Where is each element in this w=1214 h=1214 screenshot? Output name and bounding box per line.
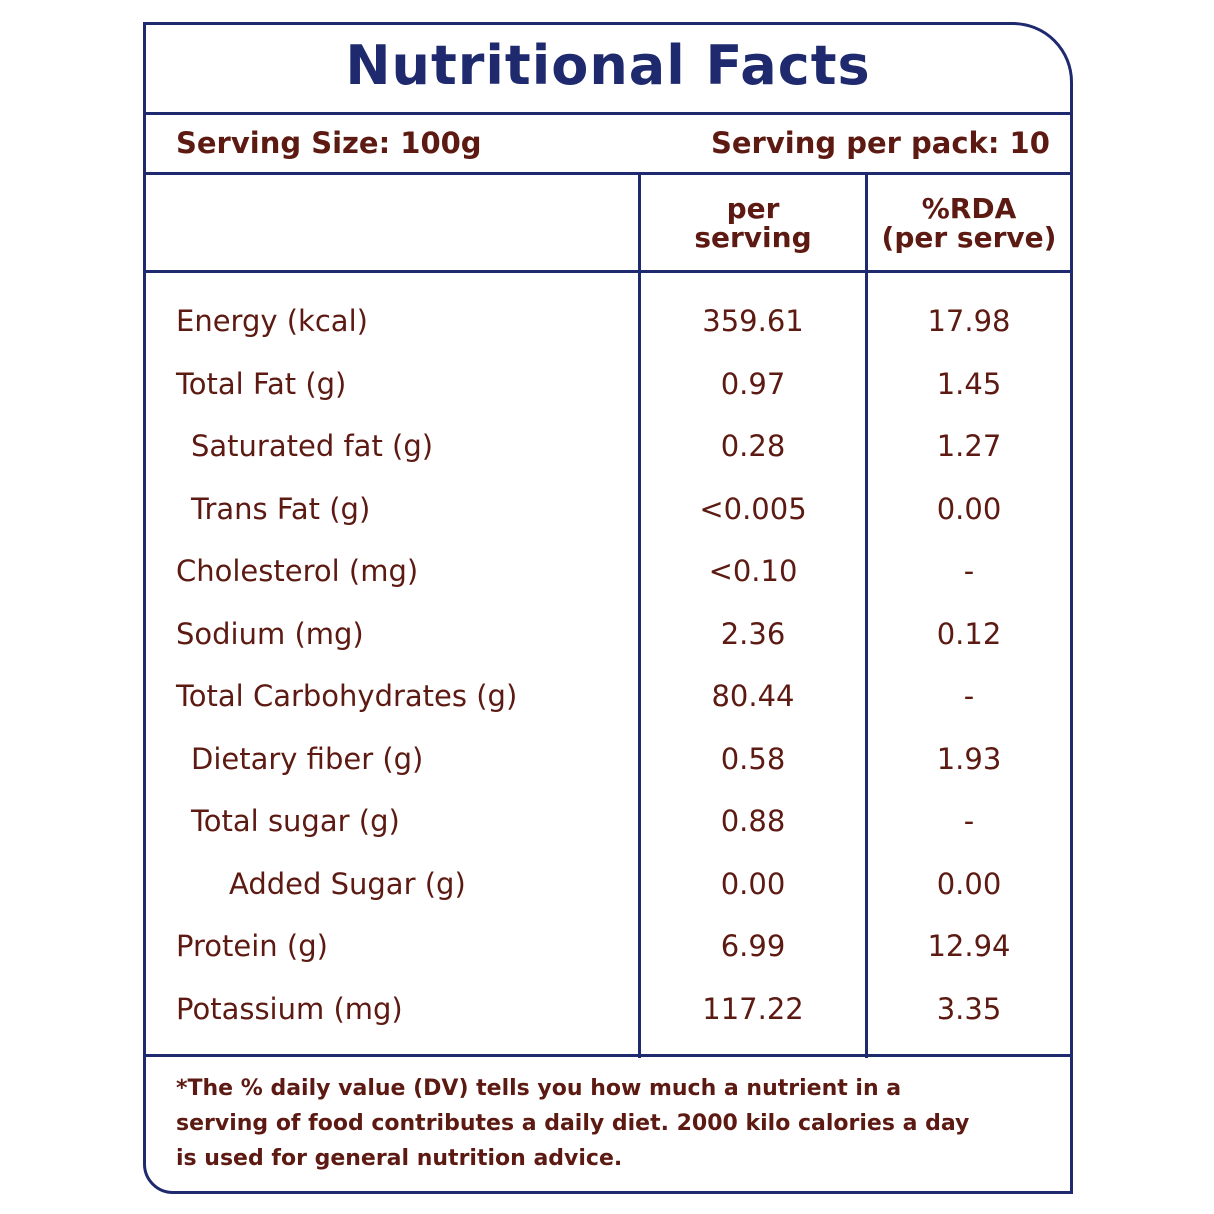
nutrient-name: Sodium (mg) [176,616,364,651]
table-row: Trans Fat (g) <0.005 0.00 [0,492,1214,532]
header-text: serving [694,221,812,254]
per-serving-value: 359.61 [702,304,804,338]
nutrient-name: Added Sugar (g) [229,866,466,901]
per-serving-value: 0.28 [720,429,786,463]
table-row: Saturated fat (g) 0.28 1.27 [0,429,1214,469]
header-per-serving: per serving [640,194,866,252]
per-serving-value: 80.44 [711,679,795,713]
rda-value: 1.27 [936,429,1002,463]
rda-value: 1.93 [936,741,1002,776]
nutrient-name: Protein (g) [176,929,328,963]
header-text: %RDA [921,192,1017,225]
per-serving-value: 0.00 [720,866,786,901]
divider [143,172,1073,175]
per-serving-value: <0.005 [699,491,807,526]
rda-value: - [963,554,975,588]
rda-value: 0.00 [936,866,1002,901]
rda-value: 1.45 [936,366,1002,401]
nutrient-name: Saturated fat (g) [191,429,434,463]
table-row: Total Fat (g) 0.97 1.45 [0,367,1214,407]
rda-value: 0.00 [936,491,1002,526]
column-divider [865,174,868,1058]
per-serving-value: <0.10 [708,554,798,588]
table-row: Potassium (mg) 117.22 3.35 [0,992,1214,1032]
divider [143,270,1073,273]
page-title: Nutritional Facts [345,34,871,97]
serving-per-pack: Serving per pack: 10 [711,126,1050,160]
nutrient-name: Dietary fiber (g) [191,741,424,776]
divider [143,1054,1073,1057]
header-text: (per serve) [881,221,1057,254]
label-frame [143,22,1073,1194]
divider [143,112,1073,115]
nutrient-name: Energy (kcal) [176,304,368,338]
nutrient-name: Total Fat (g) [176,366,347,401]
table-row: Energy (kcal) 359.61 17.98 [0,304,1214,344]
nutrient-name: Total Carbohydrates (g) [176,679,518,713]
rda-value: 3.35 [936,991,1002,1026]
per-serving-value: 0.97 [720,366,786,401]
nutrient-name: Potassium (mg) [176,991,403,1026]
footnote: *The % daily value (DV) tells you how mu… [176,1076,970,1171]
table-row: Total Carbohydrates (g) 80.44 - [0,679,1214,719]
per-serving-value: 6.99 [720,929,786,963]
table-row: Dietary fiber (g) 0.58 1.93 [0,742,1214,782]
serving-size: Serving Size: 100g [176,126,482,160]
column-divider [638,174,641,1058]
rda-value: 17.98 [927,304,1011,338]
nutrient-name: Trans Fat (g) [191,491,371,526]
per-serving-value: 117.22 [702,991,804,1026]
nutrient-name: Total sugar (g) [191,804,400,838]
header-text: per [726,192,780,225]
nutrient-name: Cholesterol (mg) [176,554,419,588]
header-rda: %RDA (per serve) [869,194,1069,252]
per-serving-value: 0.58 [720,741,786,776]
per-serving-value: 2.36 [720,616,786,651]
table-row: Sodium (mg) 2.36 0.12 [0,617,1214,657]
rda-value: - [963,679,975,713]
table-row: Total sugar (g) 0.88 - [0,804,1214,844]
rda-value: 12.94 [927,929,1011,963]
rda-value: 0.12 [936,616,1002,651]
table-row: Added Sugar (g) 0.00 0.00 [0,867,1214,907]
table-row: Protein (g) 6.99 12.94 [0,929,1214,969]
per-serving-value: 0.88 [720,804,786,838]
table-row: Cholesterol (mg) <0.10 - [0,554,1214,594]
rda-value: - [963,804,975,838]
